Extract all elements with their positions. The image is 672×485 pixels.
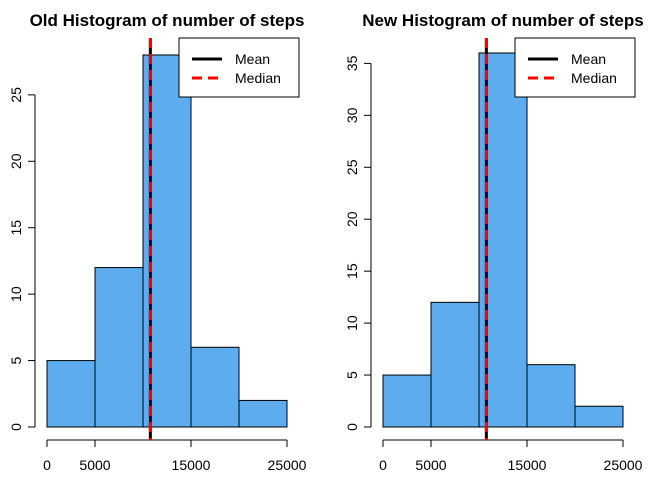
y-tick-label: 35 [344,55,360,71]
y-tick-label: 20 [8,153,24,169]
y-tick-label: 0 [8,423,24,431]
histogram-bar [238,399,288,428]
y-tick-label: 30 [344,107,360,123]
old-histogram-panel: Old Histogram of number of steps 0 5000 15… [8,11,307,473]
histogram-bar [190,346,240,428]
y-tick-label: 10 [8,286,24,302]
legend-box [178,37,300,98]
histogram-bar [526,364,576,428]
legend-label-mean: Mean [571,51,606,67]
histogram-bar [94,267,144,428]
x-tick-label: 0 [379,457,387,473]
x-tick-label: 5000 [415,457,446,473]
chart-title: Old Histogram of number of steps [30,11,305,30]
histogram-bar [46,360,96,428]
y-tick-label: 25 [344,159,360,175]
y-tick-label: 5 [344,371,360,379]
chart-title: New Histogram of number of steps [362,11,643,30]
new-histogram-panel: New Histogram of number of steps 0 5000 15… [344,11,644,473]
y-tick-label: 10 [344,315,360,331]
x-tick-label: 25000 [268,457,307,473]
y-tick-label: 20 [344,211,360,227]
histogram-bar [574,405,624,428]
x-tick-label: 15000 [172,457,211,473]
x-tick-label: 5000 [79,457,110,473]
x-tick-label: 0 [43,457,51,473]
x-tick-label: 15000 [508,457,547,473]
y-tick-label: 25 [8,87,24,103]
legend-label-median: Median [571,70,617,86]
y-tick-label: 15 [8,220,24,236]
legend-label-median: Median [235,70,281,86]
y-tick-label: 0 [344,423,360,431]
legend-label-mean: Mean [235,51,270,67]
x-tick-label: 25000 [604,457,643,473]
y-tick-label: 15 [344,263,360,279]
legend-box [514,37,636,98]
y-tick-label: 5 [8,356,24,364]
histogram-bar [382,374,432,428]
histogram-bar [430,301,480,428]
